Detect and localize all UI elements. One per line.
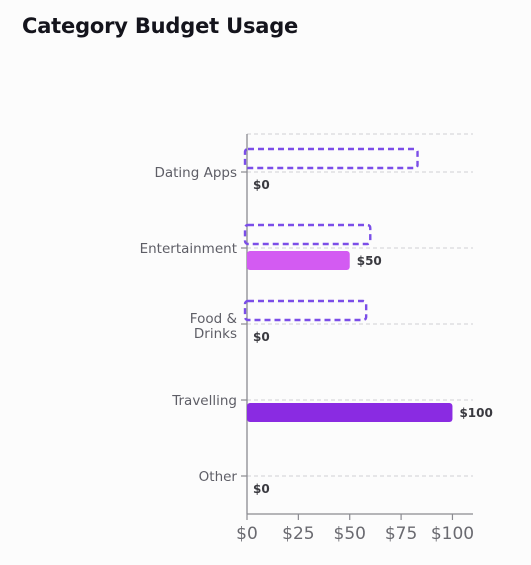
budget-outline-bar	[243, 147, 419, 170]
budget-outline-bar	[243, 223, 372, 246]
category-label: Travelling	[171, 393, 237, 409]
spent-bar	[247, 251, 350, 270]
category-label: Dating Apps	[154, 165, 237, 181]
chart-title: Category Budget Usage	[22, 14, 299, 38]
x-tick-label: $25	[282, 524, 314, 544]
grid-lines	[247, 133, 473, 477]
axes	[241, 134, 473, 520]
value-label: $0	[253, 178, 270, 192]
value-label: $0	[253, 330, 270, 344]
spent-bar	[247, 403, 453, 422]
labels: $0 $25 $50 $75 $100 Dating Apps Entertainment F…	[140, 165, 493, 544]
x-tick-label: $75	[385, 524, 417, 544]
value-label: $50	[357, 254, 382, 268]
category-label: Food & Drinks	[190, 311, 238, 342]
budget-outline-bar	[243, 299, 368, 322]
x-tick-label: $0	[236, 524, 258, 544]
category-label: Other	[199, 469, 238, 485]
x-tick-label: $50	[334, 524, 366, 544]
value-label: $0	[253, 482, 270, 496]
bars	[243, 147, 453, 422]
value-label: $100	[459, 406, 492, 420]
category-label: Entertainment	[140, 241, 237, 257]
x-tick-label: $100	[431, 524, 474, 544]
